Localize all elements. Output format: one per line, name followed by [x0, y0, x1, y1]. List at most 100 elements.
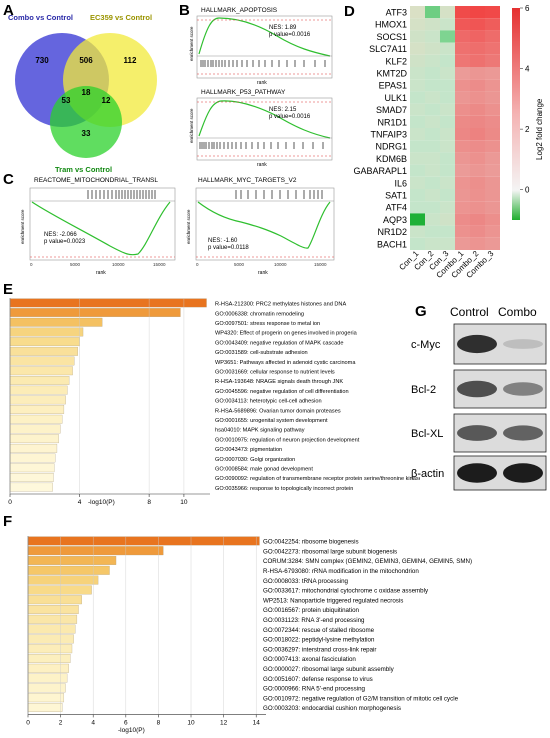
enrichment-term-label: GO:0008033: tRNA processing — [263, 578, 349, 585]
gsea-title: HALLMARK_MYC_TARGETS_V2 — [198, 177, 297, 184]
enrichment-bar — [27, 654, 71, 663]
heatmap-gene-label: IL6 — [394, 178, 407, 188]
enrichment-term-label: GO:0006338: chromatin remodeling — [215, 311, 304, 317]
gsea-title: REACTOME_MITOCHONDRIAL_TRANSL — [34, 177, 158, 184]
heatmap-cell — [470, 176, 485, 189]
x-axis-label: -log10(P) — [118, 727, 145, 734]
enrichment-bar — [9, 443, 58, 453]
enrichment-bar — [9, 482, 53, 492]
heatmap-cell — [455, 201, 470, 214]
gsea-ylabel: enrichment score — [20, 209, 25, 244]
heatmap-cell — [485, 115, 500, 128]
enrichment-term-label: GO:0010975: regulation of neuron project… — [215, 437, 360, 443]
heatmap-cell — [440, 54, 455, 67]
heatmap-cell — [485, 213, 500, 226]
heatmap-cell — [470, 91, 485, 104]
heatmap-cell — [410, 213, 425, 226]
heatmap-gene-label: BACH1 — [377, 239, 407, 249]
heatmap-cell — [425, 30, 440, 43]
blot-band — [457, 334, 497, 354]
enrichment-bar — [9, 434, 59, 444]
enrichment-term-label: WP2513: Nanoparticle triggered regulated… — [263, 597, 403, 604]
enrichment-bar — [27, 673, 68, 683]
heatmap-cell — [440, 213, 455, 226]
gsea-pvalue: p value=0.0118 — [208, 245, 249, 251]
heatmap-cell — [470, 42, 485, 55]
blot-band — [503, 463, 543, 483]
gsea-ylabel: enrichment score — [186, 209, 191, 244]
venn-count-all-three: 18 — [82, 88, 91, 97]
x-tick: 0 — [8, 499, 12, 506]
panel-letter-a: A — [3, 2, 14, 19]
heatmap-panel: D ATF3 HMOX1 SOCS1 SLC7A11 KLF2 KMT2D EPAS1 ULK… — [344, 3, 544, 280]
blot-band — [503, 382, 543, 396]
enrichment-bar — [27, 536, 260, 546]
heatmap-cell — [470, 189, 485, 202]
heatmap-cell — [440, 67, 455, 80]
heatmap-cell — [455, 164, 470, 177]
heatmap-cell — [485, 176, 500, 189]
enrichment-bar — [9, 317, 103, 327]
heatmap-cell — [425, 18, 440, 31]
x-tick: 0 — [30, 262, 33, 267]
gsea-pvalue: p value=0.0016 — [269, 32, 311, 38]
enrichment-term-label: GO:0007030: Golgi organization — [215, 457, 295, 463]
panel-letter-c: C — [3, 171, 14, 188]
enrichment-bar — [9, 327, 84, 337]
gsea-xlabel: rank — [257, 80, 267, 86]
enrichment-bar — [27, 565, 110, 575]
heatmap-cell — [485, 225, 500, 238]
venn-count-combo-ec359: 506 — [79, 56, 93, 65]
heatmap-cell — [425, 237, 440, 250]
heatmap-cell — [440, 164, 455, 177]
heatmap-cell — [425, 54, 440, 67]
enrichment-term-label: WP3651: Pathways affected in adenoid cys… — [215, 360, 356, 366]
heatmap-cell — [455, 152, 470, 165]
panel-letter-e: E — [3, 281, 13, 298]
heatmap-cell — [440, 79, 455, 92]
heatmap-cell — [485, 128, 500, 141]
enrichment-term-label: R-HSA-212300: PRC2 methylates histones a… — [215, 302, 346, 308]
heatmap-cell — [485, 6, 500, 19]
heatmap-cell — [425, 91, 440, 104]
enrichment-term-label: GO:0018022: peptidyl-lysine methylation — [263, 637, 375, 644]
colorbar — [512, 8, 520, 220]
heatmap-cell — [470, 201, 485, 214]
gsea-curve — [197, 201, 331, 249]
enrichment-term-label: GO:0000027: ribosomal large subunit asse… — [263, 666, 395, 673]
heatmap-cell — [455, 91, 470, 104]
heatmap-cell — [455, 42, 470, 55]
heatmap-cell — [410, 201, 425, 214]
enrichment-term-label: GO:0033617: mitochondrial cytochrome c o… — [263, 588, 429, 595]
heatmap-cell — [455, 189, 470, 202]
enrichment-bar — [27, 683, 66, 693]
enrichment-term-label: GO:0034113: heterotypic cell-cell adhesi… — [215, 399, 322, 405]
gsea-nes: NES: -2.066 — [44, 232, 77, 238]
heatmap-cell — [485, 189, 500, 202]
panel-letter-g: G — [415, 303, 427, 320]
heatmap-cell — [485, 140, 500, 153]
gsea-title: HALLMARK_P53_PATHWAY — [201, 89, 286, 96]
heatmap-cell — [470, 30, 485, 43]
venn-count-combo-tram: 53 — [62, 96, 71, 105]
blot-band — [457, 463, 497, 483]
enrichment-bar — [9, 414, 63, 424]
heatmap-cell — [410, 79, 425, 92]
gsea-curve — [198, 100, 331, 139]
heatmap-cell — [470, 140, 485, 153]
x-tick: 0 — [196, 262, 199, 267]
heatmap-cell — [470, 103, 485, 116]
heatmap-cell — [455, 176, 470, 189]
heatmap-cell — [455, 128, 470, 141]
heatmap-gene-label: KDM6B — [376, 154, 407, 164]
enrichment-bar — [9, 405, 65, 414]
heatmap-cell — [410, 6, 425, 19]
gsea-pvalue: p value=0.0016 — [269, 114, 311, 120]
gsea-nes: NES: -1.60 — [208, 238, 238, 244]
enrichment-term-label: R-HSA-6793080: rRNA modification in the … — [263, 568, 419, 575]
blot-column-combo: Combo — [498, 305, 537, 319]
enrichment-bar — [9, 308, 181, 317]
heatmap-cell — [455, 30, 470, 43]
gsea-xlabel: rank — [257, 162, 267, 168]
heatmap-cell — [410, 225, 425, 238]
